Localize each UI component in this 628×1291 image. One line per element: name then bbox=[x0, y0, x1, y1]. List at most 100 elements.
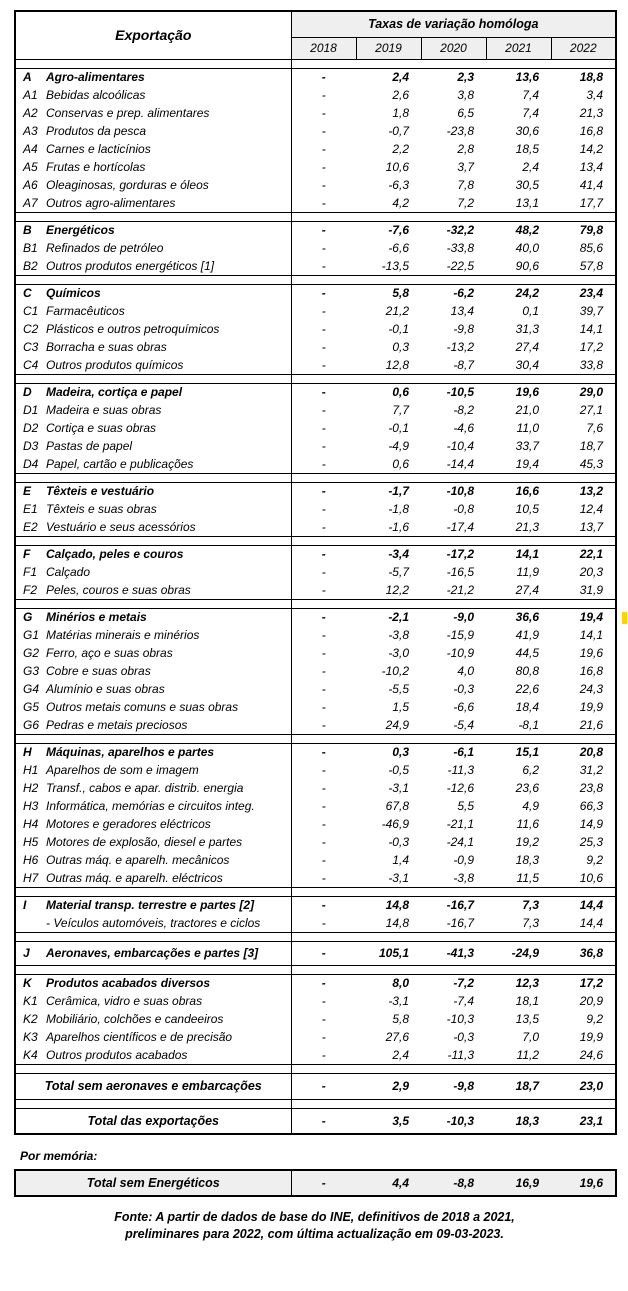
value-2020: -32,2 bbox=[446, 223, 474, 238]
gap-cell bbox=[15, 473, 291, 482]
value-2019: 21,2 bbox=[385, 304, 409, 318]
header-group-title: Taxas de variação homóloga bbox=[290, 10, 617, 38]
value-2019: 1,8 bbox=[392, 106, 409, 120]
value-2018: - bbox=[290, 698, 356, 716]
value-2020: -24,1 bbox=[446, 835, 474, 849]
value-2021: 33,7 bbox=[515, 439, 539, 453]
value-2018: - bbox=[290, 608, 356, 626]
row-label: Aparelhos científicos e de precisão bbox=[46, 1030, 233, 1044]
row-code: G3 bbox=[23, 664, 40, 678]
value-2021: -8,1 bbox=[518, 717, 539, 732]
gap-row bbox=[15, 1064, 617, 1073]
value-2021: 18,3 bbox=[515, 853, 539, 867]
row-code: G4 bbox=[23, 682, 40, 696]
value-2022: 79,8 bbox=[579, 223, 604, 238]
table-title: Exportação bbox=[14, 10, 292, 60]
section-f: F Calçado, peles e couros - -3,4 -17,2 14,1 22… bbox=[15, 545, 617, 599]
gap-row bbox=[15, 275, 617, 284]
row-code: H6 bbox=[23, 853, 39, 867]
memo-table: Total sem Energéticos - 4,4 -8,8 16,9 19… bbox=[14, 1169, 618, 1197]
table-row: H2 Transf., cabos e apar. distrib. energi… bbox=[15, 779, 616, 797]
row-code: C4 bbox=[23, 357, 39, 372]
row-code: K2 bbox=[23, 1012, 38, 1026]
value-2019: 0,6 bbox=[392, 385, 409, 400]
row-code bbox=[15, 914, 45, 932]
value-2018: - bbox=[290, 104, 356, 122]
value-2022: 9,2 bbox=[586, 1012, 604, 1026]
row-label: Têxteis e suas obras bbox=[46, 502, 157, 516]
value-2019: 27,6 bbox=[385, 1030, 409, 1044]
row-label: Oleaginosas, gorduras e óleos bbox=[46, 178, 209, 192]
row-code: K3 bbox=[23, 1030, 38, 1044]
value-2020: -22,5 bbox=[446, 258, 474, 273]
value-2018: - bbox=[290, 500, 356, 518]
value-2021: 13,6 bbox=[515, 70, 539, 85]
value-2020: 5,5 bbox=[457, 799, 474, 813]
table-row: H4 Motores e geradores eléctricos - -46,9 -2… bbox=[15, 815, 616, 833]
value-2019: 1,4 bbox=[392, 853, 409, 867]
export-report: Exportação Taxas de variação homóloga 20… bbox=[14, 10, 618, 1243]
section-h: H Máquinas, aparelhos e partes -0,3 -6,1 15,… bbox=[15, 743, 617, 887]
value-2019: -2,1 bbox=[388, 610, 409, 625]
value-2022: 20,8 bbox=[579, 745, 604, 760]
value-2019: 12,2 bbox=[385, 582, 409, 597]
value-2018: - bbox=[290, 518, 356, 536]
value-2020: -6,6 bbox=[453, 700, 474, 714]
row-code: B1 bbox=[23, 241, 38, 255]
value-2019: 7,7 bbox=[392, 403, 409, 417]
table-row: H7 Outras máq. e aparelh. eléctricos - -3,1… bbox=[15, 869, 616, 887]
value-2022: 3,4 bbox=[586, 88, 604, 102]
year-header-2020: 2020 bbox=[420, 36, 487, 60]
value-2020: -6,1 bbox=[453, 745, 474, 760]
table-row: K4 Outros produtos acabados - 2,4 -11,3 11,2 2… bbox=[15, 1046, 616, 1064]
total-row: Total sem aeronaves e embarcações - 2,9 -9,… bbox=[15, 1073, 616, 1099]
value-2018: - bbox=[290, 320, 356, 338]
row-label: Pedras e metais preciosos bbox=[46, 717, 188, 732]
value-2020: -13,2 bbox=[446, 340, 474, 354]
value-2020: -11,3 bbox=[447, 763, 474, 777]
memo-value-2022: 19,6 bbox=[551, 1170, 617, 1196]
row-code: D3 bbox=[23, 439, 39, 453]
value-2019: 3,5 bbox=[392, 1113, 409, 1128]
value-2022: 19,4 bbox=[579, 610, 604, 625]
header-row-years: 2018 2019 2020 2021 2022 bbox=[15, 36, 617, 60]
row-label: Produtos da pesca bbox=[46, 124, 147, 138]
row-label: Químicos bbox=[46, 286, 101, 301]
value-2019: 8,0 bbox=[392, 976, 409, 991]
value-2020: 2,3 bbox=[457, 70, 474, 85]
value-2018: - bbox=[290, 284, 356, 302]
row-label: Produtos acabados diversos bbox=[46, 976, 211, 991]
value-2021: -24,9 bbox=[511, 946, 539, 960]
value-2018: - bbox=[290, 338, 356, 356]
row-code: D4 bbox=[23, 456, 39, 471]
value-2021: 19,2 bbox=[515, 835, 539, 849]
row-label: Farmacêuticos bbox=[46, 304, 125, 318]
row-code: K4 bbox=[23, 1047, 38, 1062]
value-2020: -9,8 bbox=[453, 1079, 474, 1093]
value-2021: 30,5 bbox=[515, 178, 539, 192]
section-b: B Energéticos - -7,6 -32,2 48,2 79,8 B1 Refinado… bbox=[15, 221, 617, 275]
value-2022: 20,3 bbox=[579, 565, 604, 579]
value-2022: 13,4 bbox=[579, 160, 604, 174]
gap-cell bbox=[15, 887, 291, 896]
table-row: B1 Refinados de petróleo - -6,6 -33,8 40,0 85,… bbox=[15, 239, 616, 257]
gap-cell bbox=[290, 599, 617, 608]
value-2020: -16,7 bbox=[446, 898, 474, 913]
value-2021: 15,1 bbox=[515, 745, 539, 760]
total-label: Total das exportações bbox=[87, 1113, 220, 1128]
value-2019: 2,9 bbox=[392, 1079, 409, 1093]
value-2020: -14,4 bbox=[446, 456, 474, 471]
memo-row: Total sem Energéticos - 4,4 -8,8 16,9 19… bbox=[15, 1170, 617, 1196]
value-2022: 24,3 bbox=[579, 682, 604, 696]
value-2018: - bbox=[290, 194, 356, 212]
value-2019: -3,1 bbox=[388, 870, 409, 885]
section-gap bbox=[15, 1099, 617, 1108]
gap-row bbox=[15, 473, 617, 482]
table-row: A6 Oleaginosas, gorduras e óleos - -6,3 7,8 3… bbox=[15, 176, 616, 194]
value-2018: - bbox=[290, 482, 356, 500]
value-2020: -3,8 bbox=[453, 870, 474, 885]
header-row-1: Exportação Taxas de variação homóloga bbox=[14, 10, 617, 60]
value-2018: - bbox=[290, 1028, 356, 1046]
value-2019: -6,6 bbox=[388, 241, 409, 255]
table-row: A5 Frutas e hortícolas - 10,6 3,7 2,4 13,4 bbox=[15, 158, 616, 176]
